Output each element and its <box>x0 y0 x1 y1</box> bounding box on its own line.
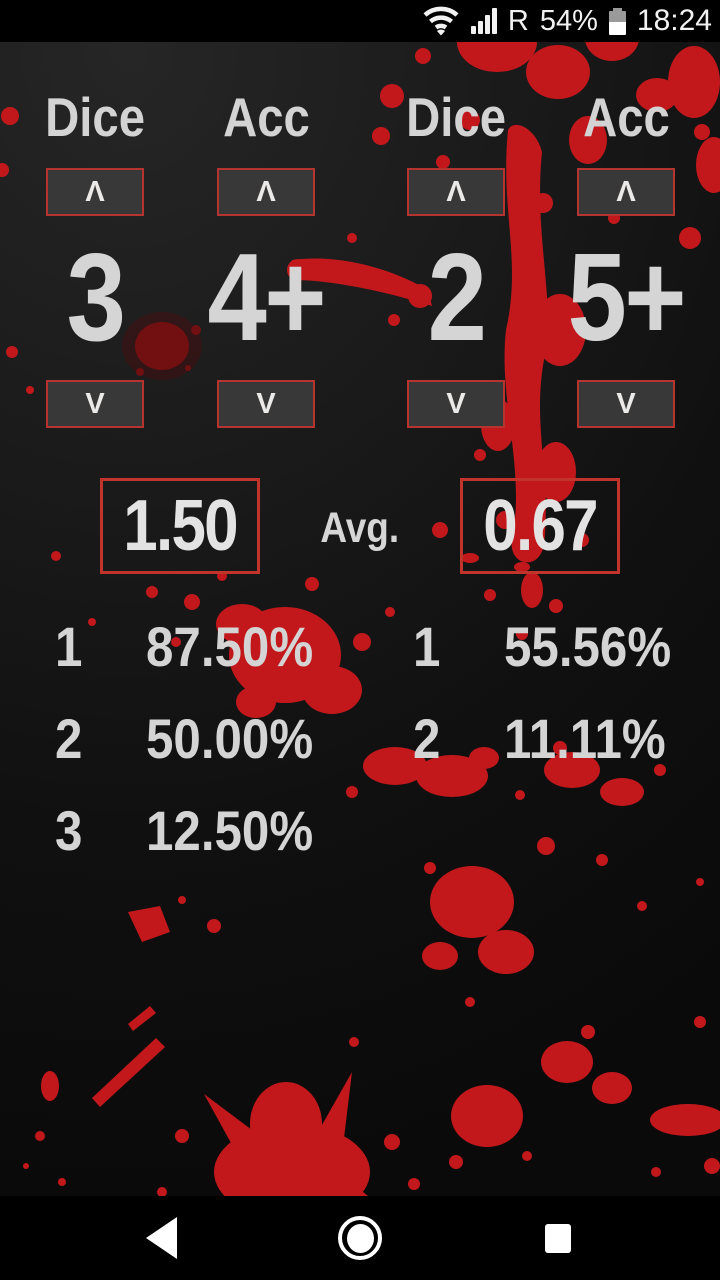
hit-percent: 12.50% <box>146 798 314 862</box>
acc-1-increase-button[interactable]: Λ <box>217 168 315 216</box>
down-arrow-icon: V <box>446 387 466 420</box>
hit-percent: 87.50% <box>146 614 314 678</box>
hit-percent: 55.56% <box>504 614 672 678</box>
hit-count: 1 <box>55 614 83 678</box>
back-icon <box>145 1217 177 1259</box>
network-indicator: R <box>507 5 529 37</box>
dice-2-header: Dice <box>406 86 506 148</box>
down-arrow-icon: V <box>256 387 276 420</box>
stepper-column-acc-1: Acc Λ 4+ V <box>208 86 327 428</box>
up-arrow-icon: Λ <box>616 175 636 208</box>
home-icon <box>338 1216 382 1260</box>
hit-count: 2 <box>413 706 441 770</box>
probability-row: 2 11.11% <box>410 706 694 770</box>
probability-row: 1 87.50% <box>52 614 336 678</box>
probability-row: 1 55.56% <box>410 614 694 678</box>
probability-list-left: 1 87.50% 2 50.00% 3 12.50% <box>52 614 336 862</box>
hit-percent: 11.11% <box>504 706 666 770</box>
up-arrow-icon: Λ <box>446 175 466 208</box>
status-bar: R 54% 18:24 <box>0 0 720 42</box>
up-arrow-icon: Λ <box>85 175 105 208</box>
battery-icon <box>608 8 626 35</box>
acc-1-value: 4+ <box>207 229 327 367</box>
up-arrow-icon: Λ <box>256 175 276 208</box>
acc-2-decrease-button[interactable]: V <box>577 380 675 428</box>
recents-button[interactable] <box>513 1196 603 1280</box>
stepper-column-dice-2: Dice Λ 2 V <box>406 86 506 428</box>
down-arrow-icon: V <box>616 387 636 420</box>
signal-strength-icon <box>470 8 497 34</box>
dice-2-decrease-button[interactable]: V <box>407 380 505 428</box>
stepper-column-dice-1: Dice Λ 3 V <box>45 86 145 428</box>
dice-1-increase-button[interactable]: Λ <box>46 168 144 216</box>
average-right-result: 0.67 <box>460 478 620 574</box>
recents-icon <box>545 1223 571 1253</box>
acc-2-header: Acc <box>582 86 670 148</box>
hit-percent: 50.00% <box>146 706 314 770</box>
probability-row: 3 12.50% <box>52 798 336 862</box>
dice-2-increase-button[interactable]: Λ <box>407 168 505 216</box>
home-button[interactable] <box>315 1196 405 1280</box>
acc-1-header: Acc <box>222 86 310 148</box>
dice-1-value: 3 <box>66 229 126 367</box>
probability-row: 2 50.00% <box>52 706 336 770</box>
battery-percent: 54% <box>539 5 598 37</box>
average-label: Avg. <box>320 504 400 552</box>
acc-2-value: 5+ <box>567 229 687 367</box>
hit-count: 1 <box>413 614 441 678</box>
average-left-result: 1.50 <box>100 478 260 574</box>
hit-count: 2 <box>55 706 83 770</box>
android-nav-bar <box>0 1196 720 1280</box>
hit-count: 3 <box>55 798 83 862</box>
dice-1-header: Dice <box>45 86 145 148</box>
acc-1-decrease-button[interactable]: V <box>217 380 315 428</box>
probability-list-right: 1 55.56% 2 11.11% <box>410 614 694 770</box>
clock: 18:24 <box>636 4 712 37</box>
back-button[interactable] <box>116 1196 206 1280</box>
wifi-icon <box>423 6 459 36</box>
acc-2-increase-button[interactable]: Λ <box>577 168 675 216</box>
dice-2-value: 2 <box>427 229 487 367</box>
dice-1-decrease-button[interactable]: V <box>46 380 144 428</box>
down-arrow-icon: V <box>85 387 105 420</box>
stepper-column-acc-2: Acc Λ 5+ V <box>568 86 687 428</box>
